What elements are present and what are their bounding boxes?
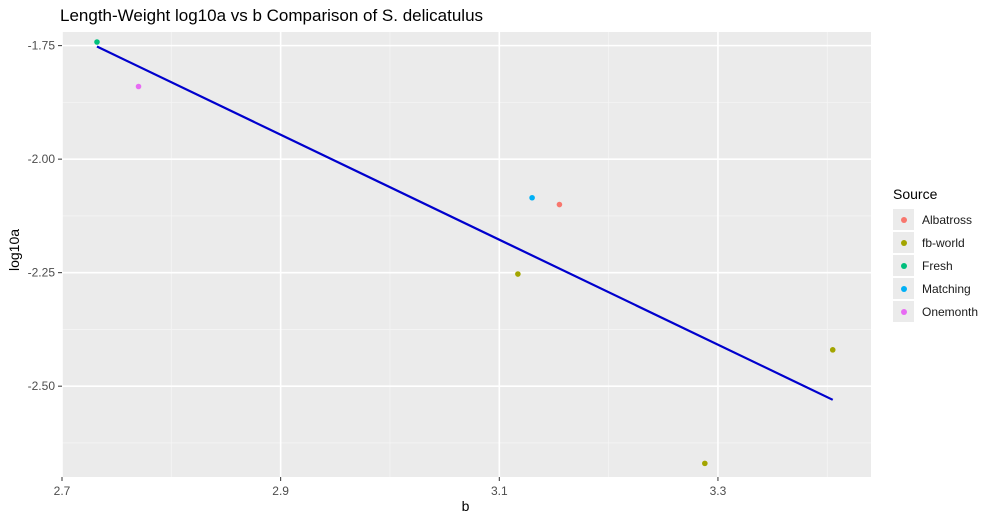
fit-line — [96, 45, 834, 401]
legend: Source Albatross fb-world Fresh Matching One… — [893, 186, 978, 323]
legend-label: fb-world — [922, 235, 965, 250]
legend-item-albatross: Albatross — [893, 208, 978, 231]
data-point-albatross — [556, 201, 563, 208]
legend-key — [893, 301, 914, 322]
x-tick-label: 3.1 — [491, 484, 508, 498]
legend-item-matching: Matching — [893, 277, 978, 300]
data-point-fb-world — [702, 460, 708, 467]
legend-label: Fresh — [922, 258, 953, 273]
y-tick-label: -1.75 — [28, 39, 56, 53]
legend-label: Onemonth — [922, 304, 979, 319]
legend-title: Source — [893, 186, 938, 202]
data-point-onemonth — [135, 83, 142, 90]
data-point-matching — [529, 194, 535, 201]
legend-item-fb-world: fb-world — [893, 231, 978, 254]
x-tick-label: 2.9 — [272, 484, 289, 498]
x-axis-label: b — [461, 498, 470, 514]
points-layer — [94, 39, 836, 467]
x-tick-label: 2.7 — [54, 484, 71, 498]
legend-item-onemonth: Onemonth — [893, 300, 978, 323]
legend-label: Matching — [922, 281, 971, 296]
y-tick-label: -2.50 — [28, 379, 56, 393]
legend-dot-icon — [901, 240, 907, 246]
legend-dot-icon — [901, 286, 907, 292]
legend-key — [893, 278, 914, 299]
fit-line-layer — [96, 45, 834, 401]
y-axis-label: log10a — [6, 228, 22, 272]
legend-dot-icon — [901, 217, 907, 223]
x-axis-label-wrap: b — [0, 498, 993, 514]
y-tick-label: -2.25 — [28, 266, 56, 280]
x-tick-label: 3.3 — [710, 484, 727, 498]
legend-dot-icon — [901, 309, 907, 315]
panel-background — [62, 32, 871, 477]
legend-dot-icon — [901, 263, 907, 269]
legend-key — [893, 232, 914, 253]
legend-items: Albatross fb-world Fresh Matching Onemonth — [893, 208, 978, 323]
chart-title: Length-Weight log10a vs b Comparison of … — [60, 6, 484, 25]
grid-minor — [62, 32, 871, 477]
grid-major — [61, 32, 871, 477]
legend-key — [893, 209, 914, 230]
y-axis: -1.75 -2.00 -2.25 -2.50 — [28, 39, 62, 393]
x-axis: 2.7 2.9 3.1 3.3 — [54, 477, 727, 498]
data-point-fb-world — [515, 271, 521, 277]
y-tick-label: -2.00 — [28, 152, 56, 166]
data-point-fresh — [94, 39, 100, 45]
legend-label: Albatross — [922, 212, 973, 227]
legend-key — [893, 255, 914, 276]
data-point-fb-world — [829, 347, 836, 353]
legend-item-fresh: Fresh — [893, 254, 978, 277]
